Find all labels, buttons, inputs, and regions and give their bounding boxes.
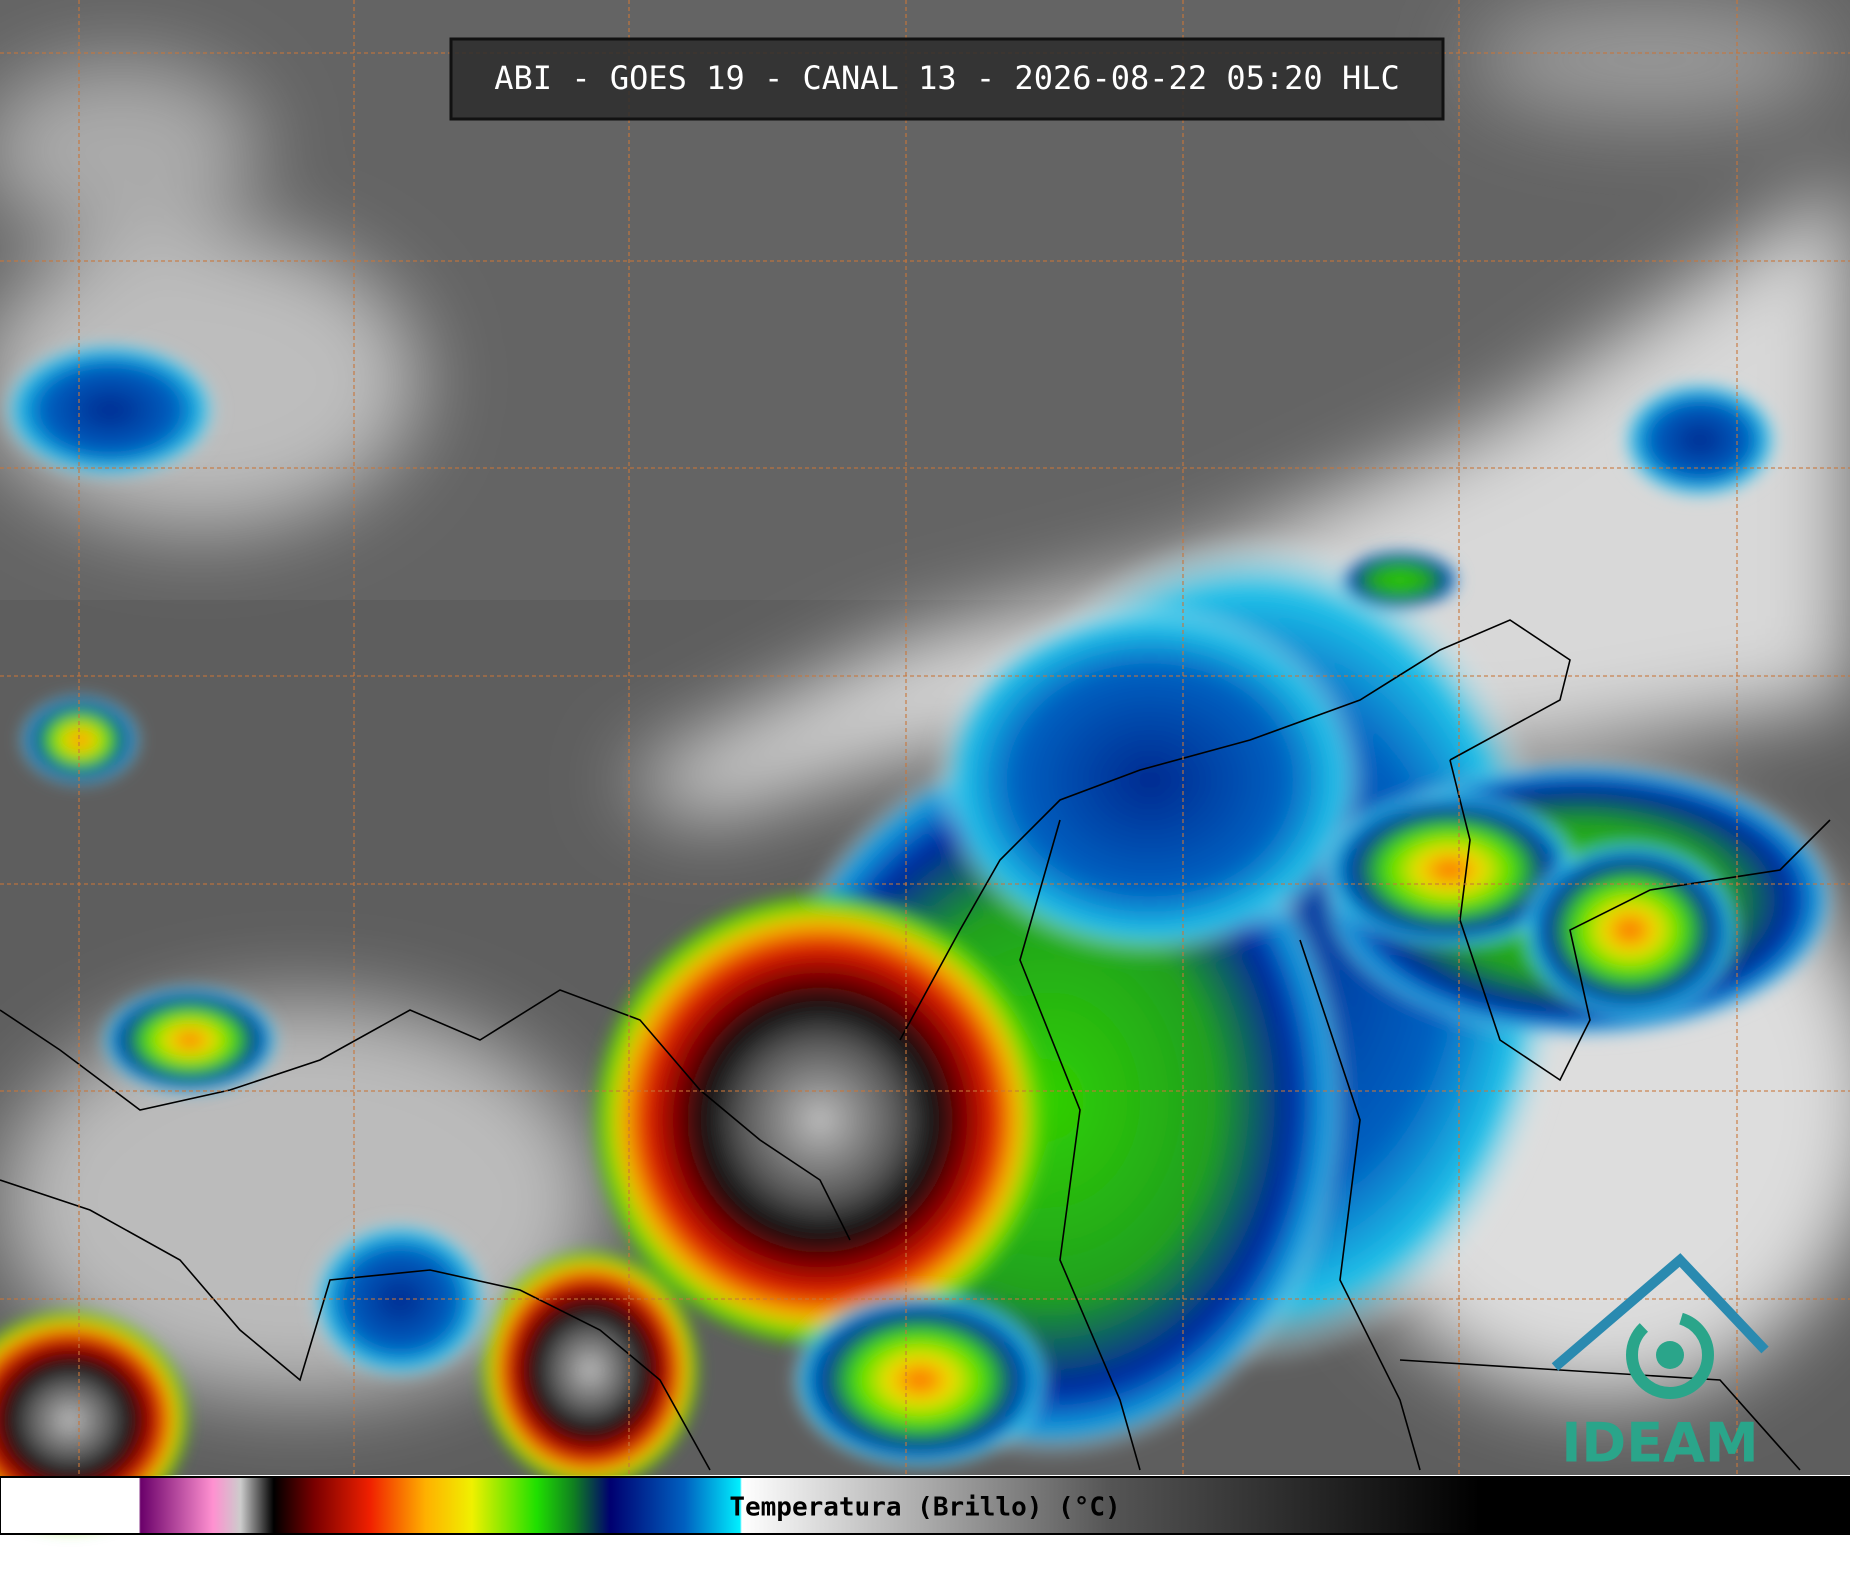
logo: IDEAM — [1551, 1253, 1769, 1475]
title-background — [449, 37, 1445, 121]
logo-eye — [1656, 1341, 1684, 1369]
title-box: ABI - GOES 19 - CANAL 13 - 2026-08-22 05… — [449, 37, 1445, 121]
logo-roof — [1551, 1253, 1769, 1371]
title: ABI - GOES 19 - CANAL 13 - 2026-08-22 05… — [494, 59, 1399, 97]
colorbar-ramp — [0, 1476, 1850, 1535]
graticule — [0, 0, 1850, 1475]
colorbar-label: Temperatura (Brillo) (°C) — [729, 1493, 1120, 1523]
coastlines — [0, 619, 1831, 1471]
logo-text: IDEAM — [1561, 1412, 1758, 1475]
imagery — [0, 0, 1850, 1530]
logo-swirl — [1626, 1311, 1714, 1399]
colorbar: Temperatura (Brillo) (°C) — [0, 1476, 1850, 1535]
